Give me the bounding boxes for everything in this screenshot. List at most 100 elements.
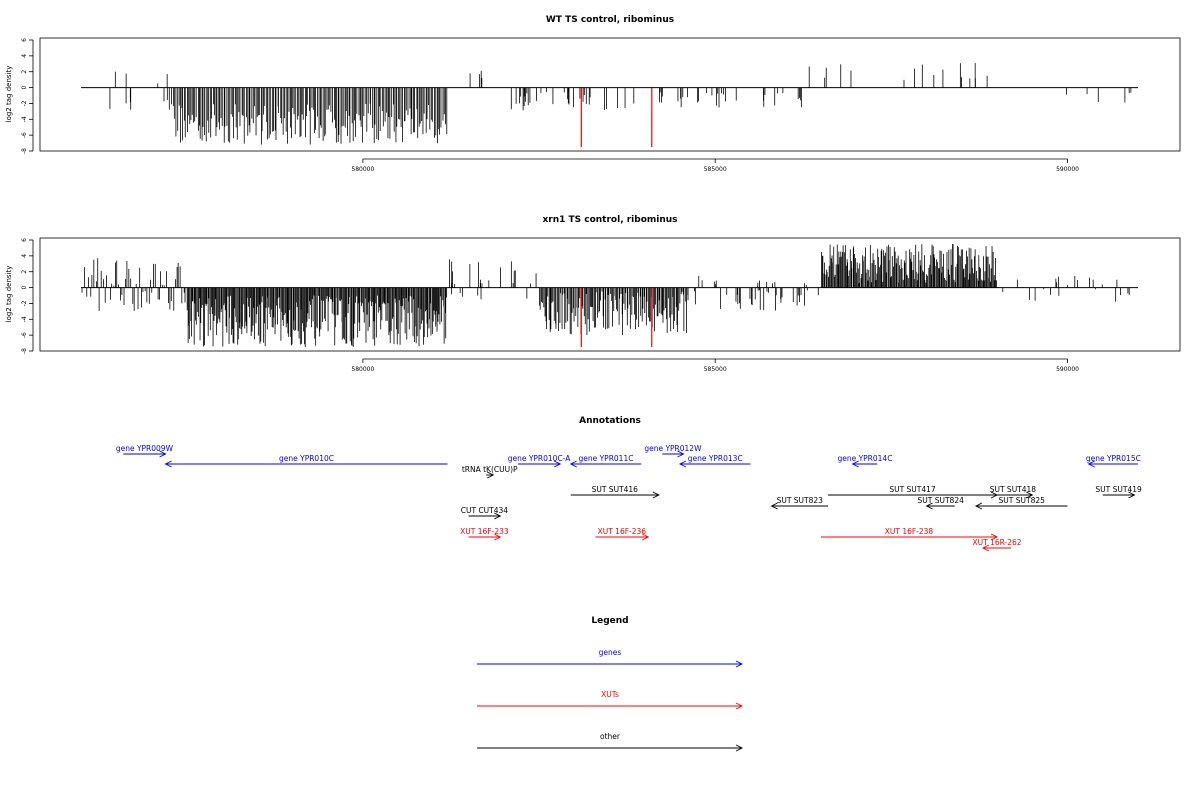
feature-arrow-head bbox=[553, 460, 562, 468]
feature-arrow-head bbox=[925, 502, 933, 510]
xrn1-x-axis: 580000 585000 590000 bbox=[351, 358, 1079, 373]
feature-arrow-head bbox=[974, 502, 983, 510]
annotations-title: Annotations bbox=[579, 416, 641, 426]
xrn1-y-axis-label: log2 tag density bbox=[5, 266, 13, 323]
xrn1-y-axis: 6 4 2 0 -2 -4 -6 -8 bbox=[21, 238, 34, 354]
wt-x-tick-label: 590000 bbox=[1056, 166, 1079, 173]
feature-label: SUT SUT417 bbox=[889, 485, 936, 494]
wt-track-panel: WT TS control, ribominus log2 tag densit… bbox=[5, 15, 1181, 173]
feature-label: SUT SUT824 bbox=[918, 496, 965, 505]
xrn1-x-tick-label: 580000 bbox=[351, 366, 374, 373]
feature-arrow-head bbox=[990, 533, 999, 541]
feature-arrow-head bbox=[1128, 491, 1136, 499]
feature-arrow-head bbox=[494, 533, 502, 541]
feature-label: SUT SUT825 bbox=[999, 496, 1046, 505]
xrn1-y-tick-label: 0 bbox=[21, 285, 28, 289]
wt-y-tick-label: 0 bbox=[21, 85, 28, 89]
feature-label: gene YPR010C bbox=[279, 454, 334, 463]
feature-arrow-head bbox=[678, 460, 687, 468]
feature-arrow-head bbox=[569, 460, 577, 468]
wt-x-axis: 580000 585000 590000 bbox=[351, 158, 1079, 173]
annotation-feature: SUT SUT823 bbox=[770, 496, 828, 510]
feature-label: XUT 16R-262 bbox=[973, 538, 1022, 547]
legend-item-label: other bbox=[600, 732, 621, 741]
feature-label: CUT CUT434 bbox=[461, 506, 509, 515]
wt-y-tick-label: -6 bbox=[21, 132, 28, 138]
annotation-feature: gene YPR010C bbox=[164, 454, 448, 468]
feature-label: XUT 16F-236 bbox=[598, 527, 647, 536]
feature-arrow-head bbox=[652, 491, 660, 499]
feature-label: SUT SUT416 bbox=[592, 485, 639, 494]
feature-arrow-head bbox=[487, 471, 495, 479]
legend-item: XUTs bbox=[477, 690, 744, 710]
wt-y-tick-label: 6 bbox=[21, 38, 28, 42]
annotation-features: gene YPR009W gene YPR010C gene YPR010C-A ge… bbox=[116, 444, 1142, 552]
wt-y-tick-label: -2 bbox=[21, 100, 28, 106]
wt-highlight-bars bbox=[580, 87, 653, 148]
wt-y-axis-label: log2 tag density bbox=[5, 66, 13, 123]
annotation-feature: SUT SUT419 bbox=[1095, 485, 1142, 499]
annotation-feature: gene YPR012W bbox=[644, 444, 702, 458]
feature-arrow-head bbox=[642, 533, 650, 541]
feature-label: gene YPR013C bbox=[688, 454, 743, 463]
annotation-feature: CUT CUT434 bbox=[461, 506, 509, 520]
xrn1-y-tick-label: 6 bbox=[21, 238, 28, 242]
xrn1-x-tick-label: 585000 bbox=[704, 366, 727, 373]
feature-label: gene YPR011C bbox=[578, 454, 633, 463]
legend-item-label: genes bbox=[599, 648, 622, 657]
feature-arrow-head bbox=[981, 544, 990, 552]
legend-title: Legend bbox=[591, 616, 628, 626]
annotation-feature: SUT SUT417 bbox=[827, 485, 999, 499]
feature-arrow-head bbox=[770, 502, 778, 510]
feature-label: XUT 16F-238 bbox=[885, 527, 934, 536]
annotation-feature: SUT SUT825 bbox=[974, 496, 1068, 510]
feature-arrow-head bbox=[1026, 491, 1034, 499]
annotation-feature: gene YPR014C bbox=[837, 454, 892, 468]
feature-arrow-head bbox=[851, 460, 859, 468]
xrn1-x-tick-label: 590000 bbox=[1056, 366, 1079, 373]
feature-label: XUT 16F-233 bbox=[460, 527, 509, 536]
annotation-feature: XUT 16R-262 bbox=[973, 538, 1022, 552]
annotation-feature: XUT 16F-236 bbox=[595, 527, 650, 541]
feature-label: gene YPR015C bbox=[1086, 454, 1141, 463]
xrn1-track-title: xrn1 TS control, ribominus bbox=[542, 215, 677, 225]
feature-label: gene YPR012W bbox=[644, 444, 702, 453]
legend-item: genes bbox=[477, 648, 744, 668]
wt-density-bars bbox=[109, 62, 1132, 145]
feature-label: gene YPR010C-A bbox=[508, 454, 572, 463]
feature-label: tRNA tK(CUU)P bbox=[462, 465, 518, 474]
legend-arrow-head bbox=[735, 660, 744, 668]
legend: genes XUTs other bbox=[477, 648, 744, 752]
feature-arrow-head bbox=[164, 460, 172, 468]
feature-label: gene YPR009W bbox=[116, 444, 174, 453]
xrn1-y-tick-label: 4 bbox=[21, 254, 28, 258]
annotation-feature: XUT 16F-233 bbox=[460, 527, 509, 541]
feature-label: SUT SUT823 bbox=[777, 496, 824, 505]
xrn1-y-tick-label: -2 bbox=[21, 300, 28, 306]
annotation-feature: gene YPR010C-A bbox=[508, 454, 572, 468]
annotation-feature: gene YPR009W bbox=[116, 444, 174, 458]
xrn1-plot-frame bbox=[39, 237, 1181, 352]
annotation-feature: SUT SUT416 bbox=[570, 485, 660, 499]
wt-y-tick-label: -8 bbox=[21, 148, 28, 154]
xrn1-y-tick-label: 2 bbox=[21, 270, 28, 274]
legend-arrow-head bbox=[735, 744, 744, 752]
annotation-feature: gene YPR013C bbox=[678, 454, 751, 468]
feature-arrow-head bbox=[494, 512, 502, 520]
legend-item-label: XUTs bbox=[601, 690, 619, 699]
annotation-feature: gene YPR015C bbox=[1086, 454, 1141, 468]
feature-arrow-head bbox=[677, 450, 685, 458]
feature-label: gene YPR014C bbox=[837, 454, 892, 463]
wt-y-axis: 6 4 2 0 -2 -4 -6 -8 bbox=[21, 38, 34, 154]
xrn1-density-bars bbox=[81, 244, 1130, 348]
xrn1-y-tick-label: -6 bbox=[21, 332, 28, 338]
wt-track-title: WT TS control, ribominus bbox=[546, 15, 674, 25]
xrn1-y-tick-label: -4 bbox=[21, 316, 28, 322]
xrn1-highlight-bars bbox=[580, 287, 653, 348]
wt-y-tick-label: -4 bbox=[21, 116, 28, 122]
legend-item: other bbox=[477, 732, 744, 752]
annotation-feature: SUT SUT824 bbox=[918, 496, 965, 510]
xrn1-track-panel: xrn1 TS control, ribominus log2 tag dens… bbox=[5, 215, 1181, 373]
wt-y-tick-label: 2 bbox=[21, 70, 28, 74]
